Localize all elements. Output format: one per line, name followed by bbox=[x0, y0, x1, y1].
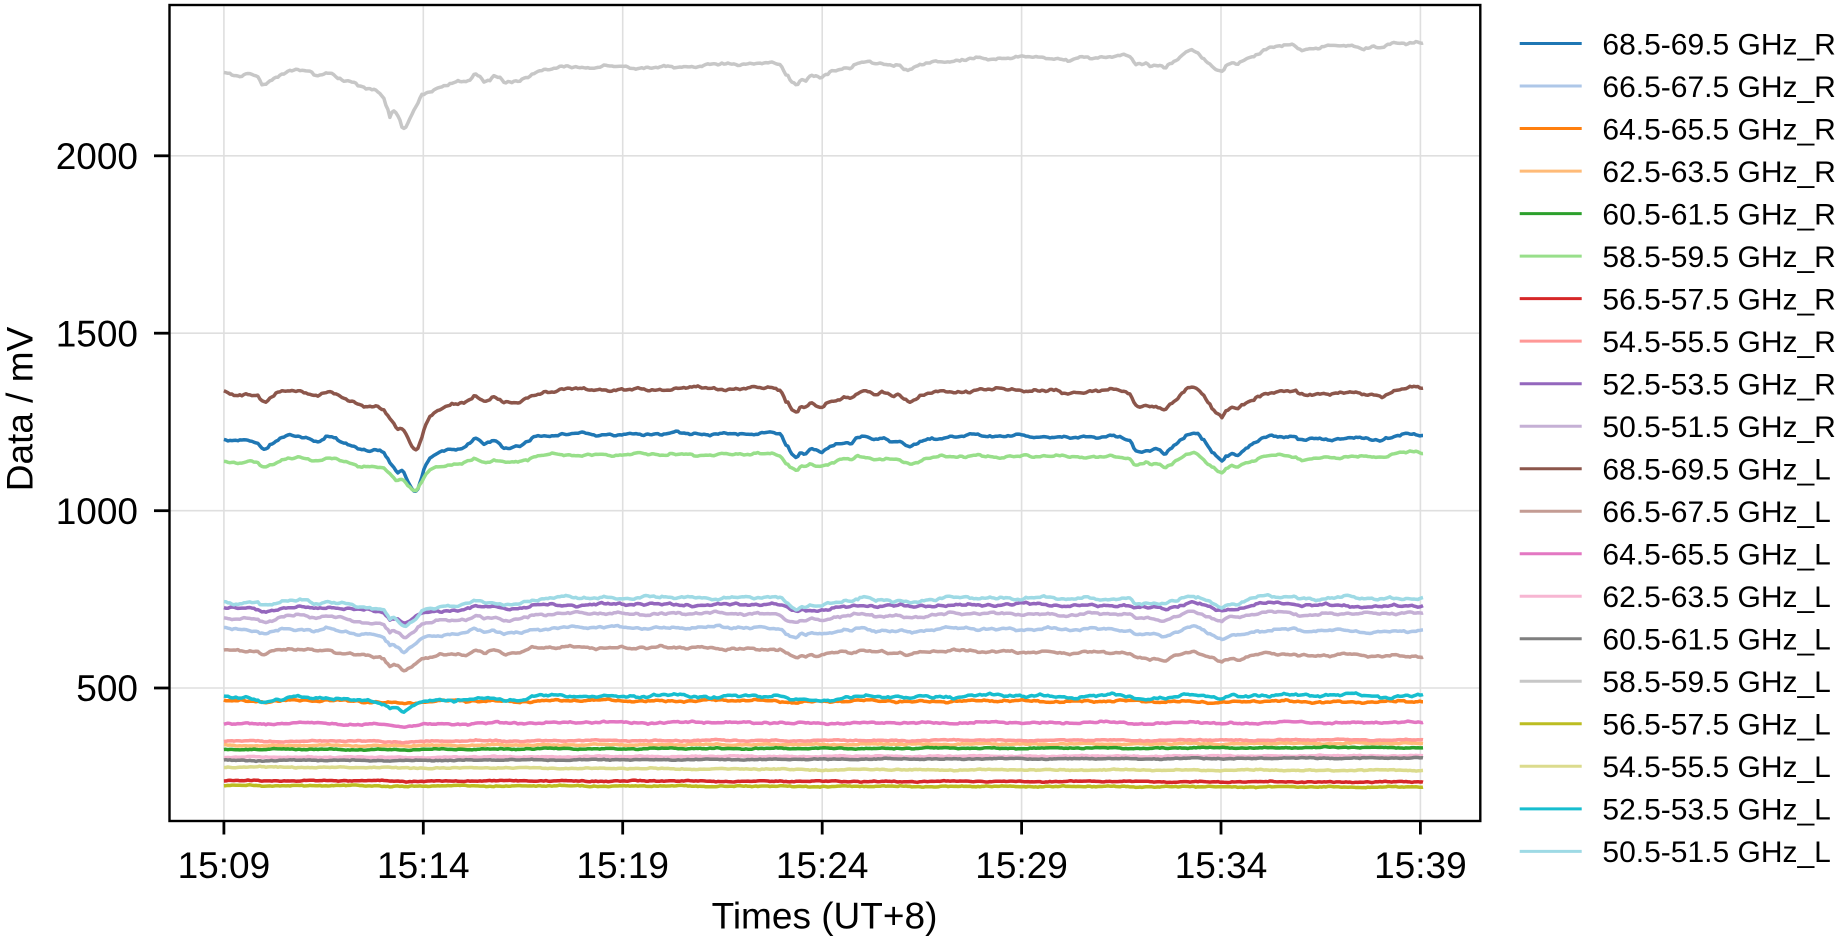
svg-text:15:29: 15:29 bbox=[975, 845, 1068, 886]
svg-text:58.5-59.5 GHz_R: 58.5-59.5 GHz_R bbox=[1602, 241, 1835, 274]
svg-text:60.5-61.5 GHz_L: 60.5-61.5 GHz_L bbox=[1602, 624, 1830, 657]
svg-text:60.5-61.5 GHz_R: 60.5-61.5 GHz_R bbox=[1602, 198, 1835, 231]
svg-text:500: 500 bbox=[76, 668, 138, 709]
svg-text:68.5-69.5 GHz_R: 68.5-69.5 GHz_R bbox=[1602, 28, 1835, 61]
svg-text:58.5-59.5 GHz_L: 58.5-59.5 GHz_L bbox=[1602, 666, 1830, 699]
svg-text:54.5-55.5 GHz_R: 54.5-55.5 GHz_R bbox=[1602, 326, 1835, 359]
svg-text:52.5-53.5 GHz_L: 52.5-53.5 GHz_L bbox=[1602, 794, 1830, 827]
svg-text:1000: 1000 bbox=[56, 491, 138, 532]
svg-text:56.5-57.5 GHz_R: 56.5-57.5 GHz_R bbox=[1602, 283, 1835, 316]
svg-text:64.5-65.5 GHz_R: 64.5-65.5 GHz_R bbox=[1602, 113, 1835, 146]
svg-text:68.5-69.5 GHz_L: 68.5-69.5 GHz_L bbox=[1602, 454, 1830, 487]
svg-text:Data / mV: Data / mV bbox=[0, 326, 41, 491]
svg-text:2000: 2000 bbox=[56, 136, 138, 177]
svg-text:50.5-51.5 GHz_R: 50.5-51.5 GHz_R bbox=[1602, 411, 1835, 444]
svg-text:1500: 1500 bbox=[56, 313, 138, 354]
svg-text:15:39: 15:39 bbox=[1374, 845, 1467, 886]
svg-text:56.5-57.5 GHz_L: 56.5-57.5 GHz_L bbox=[1602, 709, 1830, 742]
svg-text:15:09: 15:09 bbox=[178, 845, 271, 886]
svg-text:50.5-51.5 GHz_L: 50.5-51.5 GHz_L bbox=[1602, 836, 1830, 869]
svg-text:64.5-65.5 GHz_L: 64.5-65.5 GHz_L bbox=[1602, 539, 1830, 572]
svg-text:62.5-63.5 GHz_R: 62.5-63.5 GHz_R bbox=[1602, 156, 1835, 189]
svg-text:Times (UT+8): Times (UT+8) bbox=[712, 896, 938, 937]
svg-text:15:14: 15:14 bbox=[377, 845, 470, 886]
svg-text:15:24: 15:24 bbox=[776, 845, 869, 886]
svg-text:62.5-63.5 GHz_L: 62.5-63.5 GHz_L bbox=[1602, 581, 1830, 614]
svg-text:66.5-67.5 GHz_L: 66.5-67.5 GHz_L bbox=[1602, 496, 1830, 529]
svg-text:66.5-67.5 GHz_R: 66.5-67.5 GHz_R bbox=[1602, 71, 1835, 104]
svg-text:52.5-53.5 GHz_R: 52.5-53.5 GHz_R bbox=[1602, 369, 1835, 402]
svg-text:15:19: 15:19 bbox=[576, 845, 669, 886]
svg-text:15:34: 15:34 bbox=[1175, 845, 1268, 886]
svg-text:54.5-55.5 GHz_L: 54.5-55.5 GHz_L bbox=[1602, 751, 1830, 784]
